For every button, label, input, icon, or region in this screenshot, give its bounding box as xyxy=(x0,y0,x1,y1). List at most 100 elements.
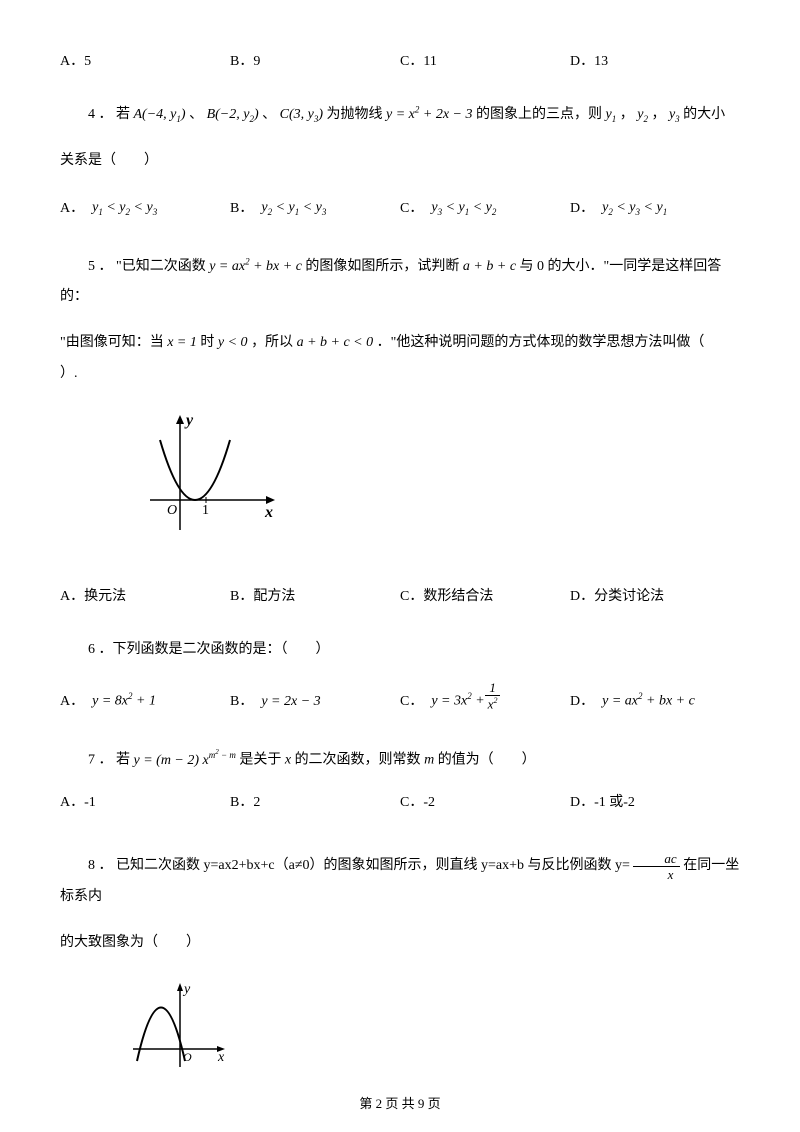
q4-line2: 关系是（ ） xyxy=(60,146,740,177)
q4-point-a: A(−4, y1) xyxy=(134,107,186,122)
choice-label-a: A． xyxy=(60,690,84,710)
q6-c-math: y = 3x2 + xyxy=(431,691,484,710)
choice-label-c: C． xyxy=(400,690,423,710)
q5-prefix: 5 ． "已知二次函数 xyxy=(88,259,206,274)
q4-choices: A． y1 < y2 < y3 B． y2 < y1 < y3 C． y3 < … xyxy=(60,197,740,217)
q4-y1: y1 xyxy=(606,107,617,122)
frac-bot: x2 xyxy=(485,696,501,710)
q5-text: 5 ． "已知二次函数 y = ax2 + bx + c 的图像如图所示，试判断… xyxy=(60,252,740,314)
q5-choice-b: B．配方法 xyxy=(230,585,400,605)
origin-label: O xyxy=(183,1050,192,1064)
q4-sep2: 、 xyxy=(262,107,276,122)
q7-mid: 是关于 xyxy=(239,753,281,768)
parabola-down-graph-icon: y x O xyxy=(125,979,235,1079)
q5-line2d: ．"他这种说明问题的方式体现的数学思想方法叫做（ xyxy=(377,335,719,350)
q5-expr1: a + b + c xyxy=(463,259,516,274)
frac-bot: x xyxy=(633,867,679,881)
q5-expr2: a + b + c < 0 xyxy=(297,335,374,350)
parabola-graph-icon: y x O 1 xyxy=(140,410,290,550)
q5-line2a: "由图像可知：当 xyxy=(60,335,164,350)
q7-formula: y = (m − 2) xm2 − m xyxy=(134,753,236,768)
q7-x: x xyxy=(285,753,291,768)
q6-c-frac: 1 x2 xyxy=(485,681,501,710)
q5-graph: y x O 1 xyxy=(140,410,740,555)
q5-choice-c: C．数形结合法 xyxy=(400,585,570,605)
q7-choice-a: A．-1 xyxy=(60,791,230,811)
q4-end: 的大小 xyxy=(683,107,725,122)
q4-y2: y2 xyxy=(637,107,648,122)
q4-choice-c: C． y3 < y1 < y2 xyxy=(400,197,570,217)
q4-point-b: B(−2, y2) xyxy=(207,107,259,122)
q7-end: 的值为（ ） xyxy=(438,753,536,768)
q6-a-math: y = 8x2 + 1 xyxy=(92,691,156,710)
q4-choice-a: A． y1 < y2 < y3 xyxy=(60,197,230,217)
q7-choices: A．-1 B．2 C．-2 D．-1 或-2 xyxy=(60,791,740,811)
q7-mid2: 的二次函数，则常数 xyxy=(295,753,421,768)
q4-choice-d-math: y2 < y3 < y1 xyxy=(602,200,667,217)
q4-text: 4 ． 若 A(−4, y1) 、 B(−2, y2) 、 C(3, y3) 为… xyxy=(60,100,740,131)
q6-b-math: y = 2x − 3 xyxy=(261,694,320,710)
q7-m: m xyxy=(424,753,434,768)
q4-choice-a-math: y1 < y2 < y3 xyxy=(92,200,157,217)
q7-choice-d: D．-1 或-2 xyxy=(570,791,740,811)
q5-choices: A．换元法 B．配方法 C．数形结合法 D．分类讨论法 xyxy=(60,585,740,605)
q5-mid1: 的图像如图所示，试判断 xyxy=(305,259,459,274)
q4-comma1: ， xyxy=(620,107,634,122)
q5-zero: 0 xyxy=(537,259,544,274)
origin-label: O xyxy=(167,503,177,518)
q8-graph: y x O xyxy=(125,979,740,1084)
q4-point-c: C(3, y3) xyxy=(280,107,323,122)
q4-choice-b: B． y2 < y1 < y3 xyxy=(230,197,400,217)
q7-exp: m2 − m xyxy=(209,750,236,760)
q5-y0: y < 0 xyxy=(218,335,248,350)
q5-line2: "由图像可知：当 x = 1 时 y < 0 ，所以 a + b + c < 0… xyxy=(60,328,740,390)
q6-choice-c: C． y = 3x2 + 1 x2 xyxy=(400,681,570,710)
q8-frac: ac x xyxy=(633,852,679,881)
q4-choice-c-math: y3 < y1 < y2 xyxy=(431,200,496,217)
q5-formula1: y = ax2 + bx + c xyxy=(209,259,302,274)
q5-line2b: 时 xyxy=(200,335,214,350)
q6-choice-b: B． y = 2x − 3 xyxy=(230,681,400,710)
q7-prefix: 7 ． 若 xyxy=(88,753,130,768)
q4-comma2: ， xyxy=(651,107,665,122)
q8-line1a: 8 ． 已知二次函数 y=ax2+bx+c（a≠0）的图象如图所示，则直线 y=… xyxy=(88,858,633,873)
q3-choice-a: A．5 xyxy=(60,50,230,70)
q6-choice-d: D． y = ax2 + bx + c xyxy=(570,681,740,710)
q4-prefix: 4 ． 若 xyxy=(88,107,130,122)
q4-y3: y3 xyxy=(669,107,680,122)
q6-choice-a: A． y = 8x2 + 1 xyxy=(60,681,230,710)
q5-mid2: 与 xyxy=(520,259,534,274)
q6-text: 6 ．下列函数是二次函数的是：（ ） xyxy=(60,635,740,666)
q5-line2c: ，所以 xyxy=(251,335,293,350)
q3-choice-b: B．9 xyxy=(230,50,400,70)
q3-choice-d: D．13 xyxy=(570,50,740,70)
q8-line2: 的大致图象为（ ） xyxy=(60,928,740,959)
q6-d-math: y = ax2 + bx + c xyxy=(602,691,695,710)
q5-choice-a: A．换元法 xyxy=(60,585,230,605)
q3-choice-c: C．11 xyxy=(400,50,570,70)
axis-y-label: y xyxy=(184,412,194,429)
q5-choice-d: D．分类讨论法 xyxy=(570,585,740,605)
q7-choice-c: C．-2 xyxy=(400,791,570,811)
q7-text: 7 ． 若 y = (m − 2) xm2 − m 是关于 x 的二次函数，则常… xyxy=(60,745,740,776)
choice-label-a: A． xyxy=(60,197,84,217)
frac-top: ac xyxy=(633,852,679,867)
q5-x1: x = 1 xyxy=(167,335,197,350)
q7-choice-b: B．2 xyxy=(230,791,400,811)
q3-choices: A．5 B．9 C．11 D．13 xyxy=(60,50,740,70)
q4-choice-b-math: y2 < y1 < y3 xyxy=(261,200,326,217)
choice-label-d: D． xyxy=(570,197,594,217)
q6-choices: A． y = 8x2 + 1 B． y = 2x − 3 C． y = 3x2 … xyxy=(60,681,740,710)
q4-formula: y = x2 + 2x − 3 xyxy=(386,107,472,122)
axis-y-label: y xyxy=(182,982,191,997)
q5-line2e: ）. xyxy=(60,366,78,381)
choice-label-b: B． xyxy=(230,197,253,217)
choice-label-b: B． xyxy=(230,690,253,710)
q4-mid1: 为抛物线 xyxy=(327,107,383,122)
choice-label-c: C． xyxy=(400,197,423,217)
axis-x-label: x xyxy=(217,1050,225,1065)
frac-top: 1 xyxy=(485,681,501,696)
q4-sep1: 、 xyxy=(189,107,203,122)
page-footer: 第 2 页 共 9 页 xyxy=(0,1093,800,1112)
tick-1-label: 1 xyxy=(202,503,209,518)
